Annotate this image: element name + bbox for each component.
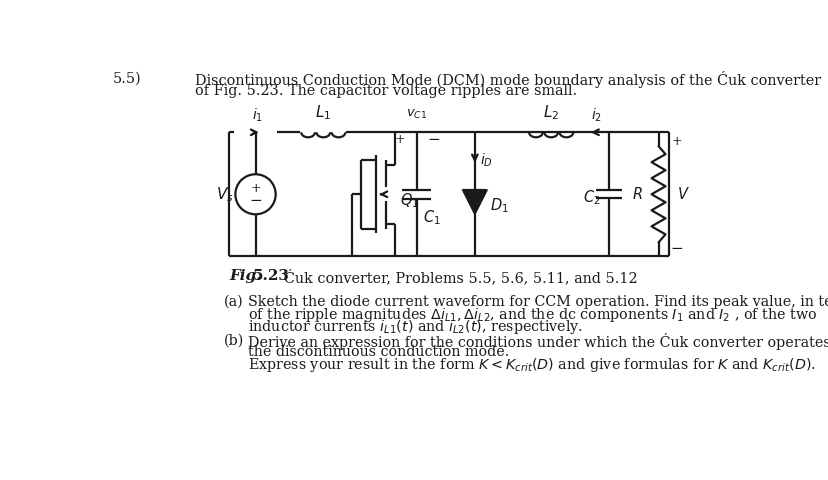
Text: $D_1$: $D_1$ bbox=[489, 196, 508, 215]
Text: 5.23: 5.23 bbox=[252, 269, 289, 283]
Text: Sketch the diode current waveform for CCM operation. Find its peak value, in ter: Sketch the diode current waveform for CC… bbox=[248, 295, 828, 309]
Text: Derive an expression for the conditions under which the Ćuk converter operates i: Derive an expression for the conditions … bbox=[248, 333, 828, 350]
Text: −: − bbox=[427, 133, 440, 147]
Text: −: − bbox=[670, 241, 682, 255]
Text: $i_2$: $i_2$ bbox=[590, 107, 601, 124]
Text: 5.5): 5.5) bbox=[113, 72, 142, 85]
Text: +: + bbox=[671, 135, 681, 148]
Text: $C_2$: $C_2$ bbox=[582, 189, 599, 207]
Text: −: − bbox=[249, 194, 262, 208]
Text: the discontinuous conduction mode.: the discontinuous conduction mode. bbox=[248, 345, 508, 359]
Text: Discontinuous Conduction Mode (DCM) mode boundary analysis of the Ćuk converter: Discontinuous Conduction Mode (DCM) mode… bbox=[195, 72, 821, 88]
Text: of the ripple magnitudes $\Delta i_{L1},\Delta i_{L2}$, and the dc components $I: of the ripple magnitudes $\Delta i_{L1},… bbox=[248, 306, 816, 324]
Text: $v_{C1}$: $v_{C1}$ bbox=[406, 108, 427, 121]
Text: (a): (a) bbox=[224, 295, 243, 309]
Text: (b): (b) bbox=[224, 333, 243, 347]
Text: $L_1$: $L_1$ bbox=[315, 103, 331, 121]
Text: of Fig. 5.23. The capacitor voltage ripples are small.: of Fig. 5.23. The capacitor voltage ripp… bbox=[195, 84, 576, 98]
Text: +: + bbox=[250, 182, 261, 195]
Text: $V$: $V$ bbox=[676, 186, 689, 202]
Polygon shape bbox=[463, 191, 486, 214]
Text: $i_1$: $i_1$ bbox=[252, 107, 263, 124]
Text: inductor currents $i_{L1}(t)$ and $i_{L2}(t)$, respectively.: inductor currents $i_{L1}(t)$ and $i_{L2… bbox=[248, 318, 582, 336]
Text: $V_s$: $V_s$ bbox=[215, 185, 233, 204]
Text: $R$: $R$ bbox=[632, 186, 643, 202]
Text: $i_D$: $i_D$ bbox=[479, 152, 493, 169]
Text: Express your result in the form $K < K_{crit}(D)$ and give formulas for $K$ and : Express your result in the form $K < K_{… bbox=[248, 356, 815, 374]
Text: $Q_1$: $Q_1$ bbox=[399, 191, 418, 210]
Text: $L_2$: $L_2$ bbox=[542, 103, 559, 121]
Text: Fig.: Fig. bbox=[229, 269, 262, 283]
Text: $C_1$: $C_1$ bbox=[422, 208, 440, 227]
Text: Ćuk converter, Problems 5.5, 5.6, 5.11, and 5.12: Ćuk converter, Problems 5.5, 5.6, 5.11, … bbox=[284, 269, 637, 285]
Text: +: + bbox=[394, 133, 405, 146]
